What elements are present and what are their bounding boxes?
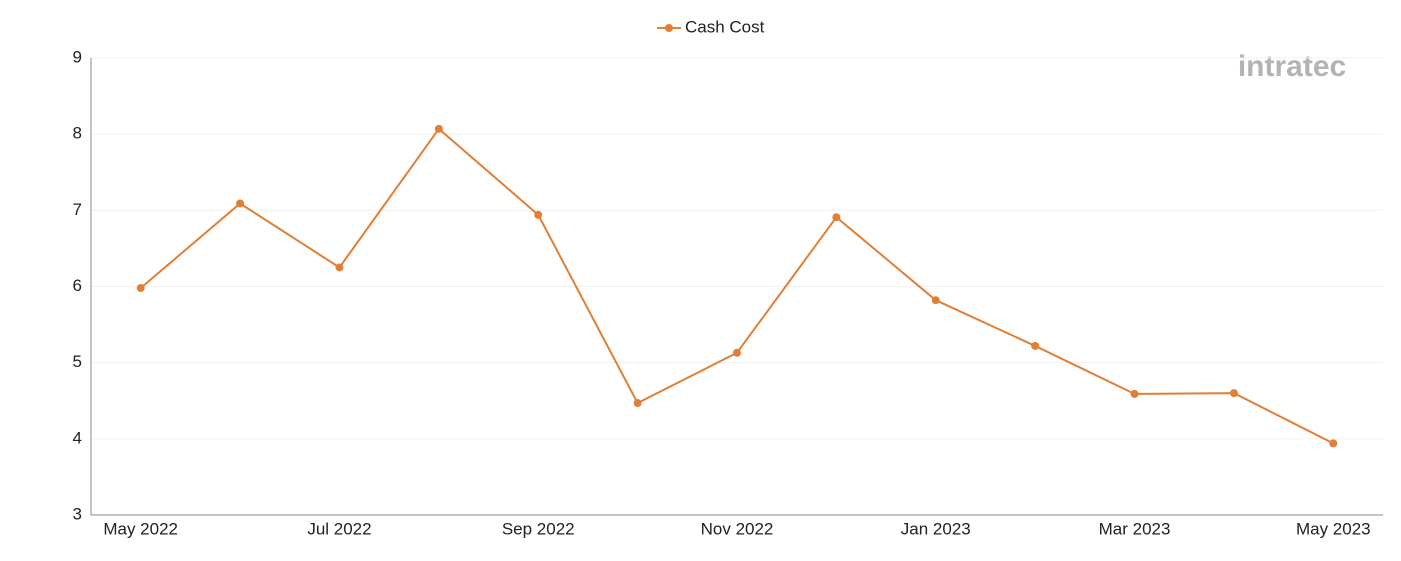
point: [931, 296, 940, 305]
point: [335, 263, 344, 272]
point: [633, 399, 642, 408]
x-tick-label: May 2022: [103, 519, 178, 538]
y-tick-label: 6: [73, 276, 82, 295]
point: [832, 213, 841, 222]
point: [236, 199, 245, 208]
point: [534, 210, 543, 219]
point: [1329, 439, 1338, 448]
y-tick-label: 7: [73, 200, 82, 219]
x-tick-label: Mar 2023: [1099, 519, 1171, 538]
point: [1031, 341, 1040, 350]
x-tick-label: May 2023: [1296, 519, 1371, 538]
x-tick-label: Sep 2022: [502, 519, 575, 538]
y-tick-label: 4: [73, 428, 82, 447]
watermark: intratec: [1238, 50, 1346, 83]
x-tick-label: Nov 2022: [701, 519, 774, 538]
legend-marker: [665, 24, 673, 32]
y-tick-label: 9: [73, 47, 82, 66]
x-tick-label: Jan 2023: [901, 519, 971, 538]
y-tick-label: 3: [73, 504, 82, 523]
point: [733, 348, 741, 357]
y-tick-label: 8: [73, 124, 82, 143]
point: [434, 124, 443, 133]
point: [1130, 389, 1139, 398]
point: [136, 284, 145, 293]
x-tick-label: Jul 2022: [307, 519, 371, 538]
legend-label: Cash Cost: [685, 17, 765, 36]
y-tick-label: 5: [73, 352, 82, 371]
point: [1229, 389, 1238, 398]
